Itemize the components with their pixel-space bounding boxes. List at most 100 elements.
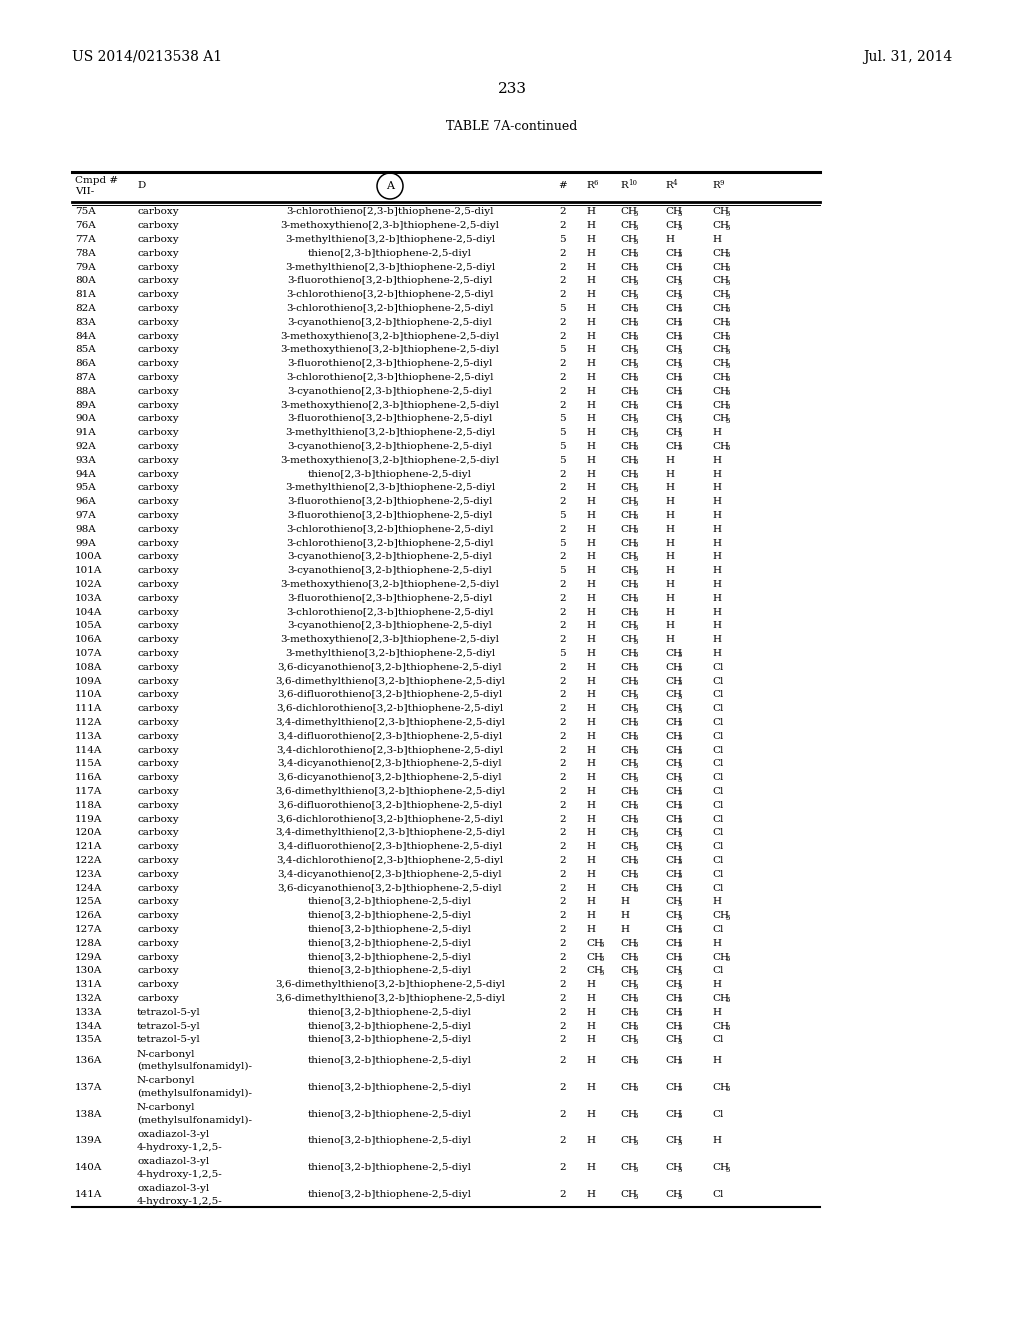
- Text: 3: 3: [678, 982, 682, 991]
- Text: 2: 2: [559, 635, 565, 644]
- Text: 3: 3: [633, 375, 637, 384]
- Text: 3: 3: [678, 375, 682, 384]
- Text: carboxy: carboxy: [137, 814, 178, 824]
- Text: 3: 3: [633, 956, 637, 964]
- Text: 3: 3: [725, 389, 729, 397]
- Text: 3-methoxythieno[3,2-b]thiophene-2,5-diyl: 3-methoxythieno[3,2-b]thiophene-2,5-diyl: [281, 331, 500, 341]
- Text: 3: 3: [725, 223, 729, 232]
- Text: CH: CH: [665, 248, 682, 257]
- Text: CH: CH: [620, 635, 637, 644]
- Text: CH: CH: [712, 953, 729, 961]
- Text: CH: CH: [620, 774, 637, 783]
- Text: carboxy: carboxy: [137, 981, 178, 989]
- Text: 133A: 133A: [75, 1007, 102, 1016]
- Text: H: H: [712, 511, 721, 520]
- Text: 2: 2: [559, 759, 565, 768]
- Text: 3: 3: [678, 652, 682, 660]
- Text: H: H: [665, 552, 674, 561]
- Text: 3: 3: [725, 293, 729, 301]
- Text: 3: 3: [678, 348, 682, 356]
- Text: 2: 2: [559, 981, 565, 989]
- Text: Cl: Cl: [712, 677, 723, 685]
- Text: H: H: [712, 579, 721, 589]
- Text: 3,6-dimethylthieno[3,2-b]thiophene-2,5-diyl: 3,6-dimethylthieno[3,2-b]thiophene-2,5-d…: [275, 677, 505, 685]
- Text: 97A: 97A: [75, 511, 96, 520]
- Text: H: H: [586, 442, 595, 451]
- Text: H: H: [586, 359, 595, 368]
- Text: CH: CH: [620, 235, 637, 244]
- Text: CH: CH: [620, 1163, 637, 1172]
- Text: H: H: [586, 718, 595, 727]
- Text: 2: 2: [559, 704, 565, 713]
- Text: carboxy: carboxy: [137, 483, 178, 492]
- Text: 91A: 91A: [75, 428, 96, 437]
- Text: CH: CH: [665, 994, 682, 1003]
- Text: 122A: 122A: [75, 855, 102, 865]
- Text: H: H: [586, 483, 595, 492]
- Text: carboxy: carboxy: [137, 829, 178, 837]
- Text: 3: 3: [678, 389, 682, 397]
- Text: 4-hydroxy-1,2,5-: 4-hydroxy-1,2,5-: [137, 1143, 223, 1151]
- Text: CH: CH: [620, 498, 637, 506]
- Text: CH: CH: [665, 387, 682, 396]
- Text: thieno[3,2-b]thiophene-2,5-diyl: thieno[3,2-b]thiophene-2,5-diyl: [308, 953, 472, 961]
- Text: 3: 3: [678, 873, 682, 880]
- Text: CH: CH: [665, 1110, 682, 1118]
- Text: 3,6-difluorothieno[3,2-b]thiophene-2,5-diyl: 3,6-difluorothieno[3,2-b]thiophene-2,5-d…: [278, 801, 503, 809]
- Text: 3: 3: [633, 321, 637, 329]
- Text: H: H: [712, 483, 721, 492]
- Text: 83A: 83A: [75, 318, 96, 327]
- Text: oxadiazol-3-yl: oxadiazol-3-yl: [137, 1130, 209, 1139]
- Text: 3: 3: [678, 956, 682, 964]
- Text: 3-cyanothieno[3,2-b]thiophene-2,5-diyl: 3-cyanothieno[3,2-b]thiophene-2,5-diyl: [288, 442, 493, 451]
- Text: 5: 5: [559, 511, 565, 520]
- Text: 2: 2: [559, 898, 565, 907]
- Text: 3: 3: [633, 610, 637, 618]
- Text: H: H: [586, 222, 595, 230]
- Text: 3: 3: [725, 997, 729, 1005]
- Text: CH: CH: [620, 1007, 637, 1016]
- Text: 3: 3: [678, 417, 682, 425]
- Text: carboxy: carboxy: [137, 883, 178, 892]
- Text: H: H: [586, 774, 595, 783]
- Text: CH: CH: [665, 870, 682, 879]
- Text: 3: 3: [678, 1085, 682, 1093]
- Text: CH: CH: [712, 263, 729, 272]
- Text: 100A: 100A: [75, 552, 102, 561]
- Text: H: H: [620, 925, 629, 935]
- Text: carboxy: carboxy: [137, 579, 178, 589]
- Text: CH: CH: [620, 1056, 637, 1065]
- Text: H: H: [586, 400, 595, 409]
- Text: 3: 3: [725, 1085, 729, 1093]
- Text: CH: CH: [712, 207, 729, 216]
- Text: 136A: 136A: [75, 1056, 102, 1065]
- Text: 2: 2: [559, 829, 565, 837]
- Text: 3: 3: [678, 748, 682, 756]
- Text: H: H: [586, 511, 595, 520]
- Text: 109A: 109A: [75, 677, 102, 685]
- Text: Cl: Cl: [712, 746, 723, 755]
- Text: 3: 3: [633, 306, 637, 314]
- Text: 2: 2: [559, 663, 565, 672]
- Text: 3: 3: [678, 969, 682, 977]
- Text: CH: CH: [620, 731, 637, 741]
- Text: 3: 3: [725, 445, 729, 453]
- Text: H: H: [712, 981, 721, 989]
- Text: 123A: 123A: [75, 870, 102, 879]
- Text: H: H: [586, 1056, 595, 1065]
- Text: 139A: 139A: [75, 1137, 102, 1146]
- Text: 233: 233: [498, 82, 526, 96]
- Text: carboxy: carboxy: [137, 235, 178, 244]
- Text: 5: 5: [559, 566, 565, 576]
- Text: 2: 2: [559, 1035, 565, 1044]
- Text: CH: CH: [620, 855, 637, 865]
- Text: 3: 3: [678, 900, 682, 908]
- Text: 5: 5: [559, 442, 565, 451]
- Text: H: H: [712, 428, 721, 437]
- Text: 104A: 104A: [75, 607, 102, 616]
- Text: 3: 3: [678, 210, 682, 218]
- Text: carboxy: carboxy: [137, 414, 178, 424]
- Text: carboxy: carboxy: [137, 263, 178, 272]
- Text: 3,4-dimethylthieno[2,3-b]thiophene-2,5-diyl: 3,4-dimethylthieno[2,3-b]thiophene-2,5-d…: [275, 718, 505, 727]
- Text: CH: CH: [620, 677, 637, 685]
